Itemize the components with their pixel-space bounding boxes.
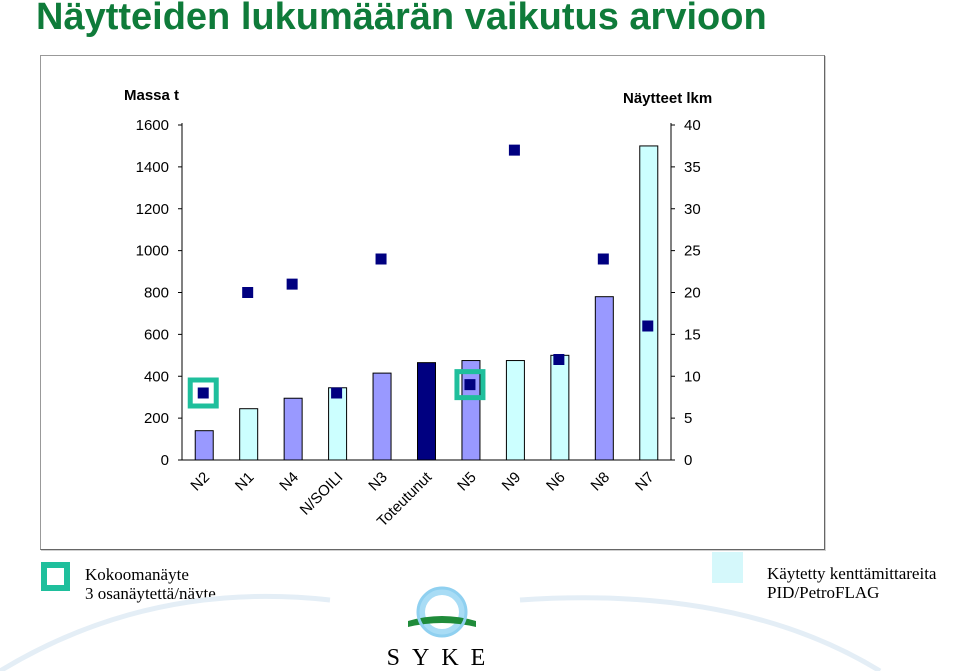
left-tick-label: 1400 [136, 159, 169, 176]
category-label: N7 [632, 469, 658, 495]
highlight-square [454, 369, 486, 401]
right-tick-label: 15 [684, 326, 701, 343]
right-axis-title: Näytteet lkm [623, 90, 712, 107]
category-label: N6 [543, 469, 569, 495]
sample-point [331, 387, 343, 399]
sample-point [242, 287, 254, 298]
right-tick-label: 20 [684, 285, 701, 302]
sample-point [597, 253, 609, 265]
right-tick-label: 10 [684, 368, 701, 385]
points [187, 144, 654, 409]
left-tick-label: 0 [161, 452, 169, 469]
category-label: N1 [232, 469, 258, 495]
bar-toteutunut [417, 362, 436, 461]
bar-n2 [194, 430, 214, 461]
legend-marker-kenttamittarit [712, 552, 743, 583]
sample-point [197, 387, 209, 399]
right-tick-label: 40 [684, 117, 701, 134]
legend-label-kokoomanayte: Kokoomanäyte 3 osanäytettä/näyte [85, 565, 216, 603]
bar-n7 [639, 145, 659, 461]
bar-n9 [505, 360, 525, 461]
right-tick-label: 5 [684, 410, 692, 427]
sample-point [508, 144, 520, 156]
decorative-swoosh [0, 593, 882, 671]
legend-marker-kokoomanayte [41, 562, 70, 591]
category-label: N2 [187, 469, 213, 495]
category-label: N5 [454, 469, 480, 495]
chart-svg: Massa t Näytteet lkm 0200400600800100012… [124, 87, 712, 530]
right-tick-label: 25 [684, 243, 701, 260]
category-label: N3 [365, 469, 391, 495]
syke-logo: SYKE [387, 586, 498, 671]
sample-point [642, 320, 654, 332]
bar-n8 [594, 296, 614, 461]
bar-n5 [461, 360, 481, 461]
right-tick-label: 35 [684, 159, 701, 176]
category-label: N/SOILI [297, 469, 347, 519]
bar-n6 [550, 354, 570, 461]
left-tick-label: 1000 [136, 243, 169, 260]
ticks: 0 200 400 600 800 1000 1200 1400 1600 0 5 10 15 20 25 3… [136, 117, 701, 469]
highlight-square [187, 377, 219, 409]
left-axis-title: Massa t [124, 87, 179, 104]
sample-point [464, 379, 476, 391]
category-label: N9 [499, 469, 525, 495]
left-tick-label: 1600 [136, 117, 169, 134]
sample-point [553, 354, 565, 365]
category-label: N8 [588, 469, 614, 495]
right-tick-label: 30 [684, 201, 701, 218]
logo-text: SYKE [387, 645, 498, 671]
legend-line-2: 3 osanäytettä/näyte [85, 584, 216, 603]
legend-line-1: Kokoomanäyte [85, 565, 189, 584]
bar-n3 [372, 372, 392, 461]
legend-label-kenttamittarit: Käytetty kenttämittareita PID/PetroFLAG [767, 564, 936, 602]
legend-line-2: PID/PetroFLAG [767, 583, 880, 602]
logo-emblem-icon [408, 586, 476, 638]
bar-n-soili [328, 387, 348, 461]
sample-point [286, 278, 298, 290]
bar-n4 [283, 397, 303, 461]
chart-area: Massa t Näytteet lkm 0 200 400 600 800 1000 12… [40, 55, 825, 550]
left-tick-label: 1200 [136, 201, 169, 218]
bars [194, 145, 659, 461]
bar-n1 [239, 408, 259, 461]
left-tick-label: 400 [144, 368, 169, 385]
sample-point [375, 253, 387, 265]
page-title: Näytteiden lukumäärän vaikutus arvioon [36, 0, 767, 38]
right-tick-label: 0 [684, 452, 692, 469]
legend-line-1: Käytetty kenttämittareita [767, 564, 937, 583]
left-tick-label: 600 [144, 326, 169, 343]
category-label: N4 [276, 469, 302, 495]
left-tick-label: 200 [144, 410, 169, 427]
left-tick-label: 800 [144, 285, 169, 302]
